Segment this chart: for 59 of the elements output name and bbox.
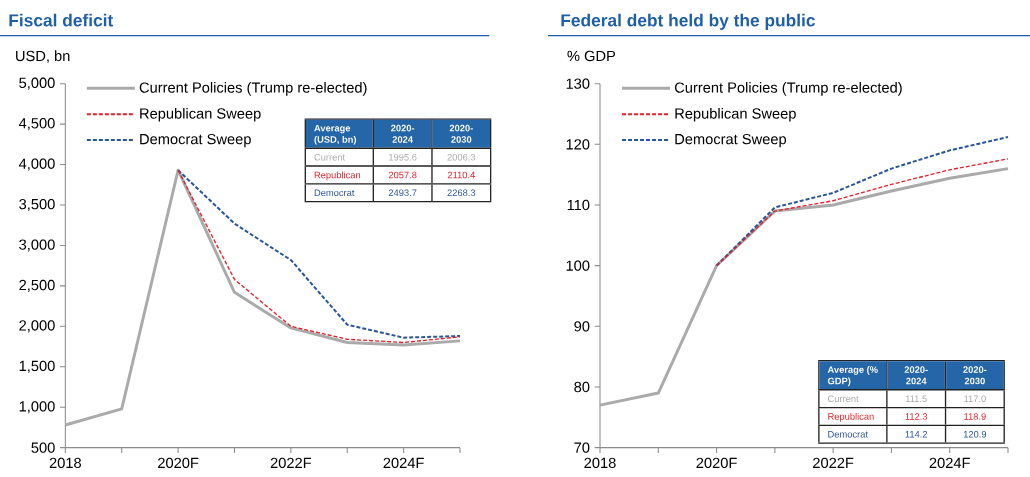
annotation: 120.9 [963,430,987,438]
x-tick-label: 2020F [696,457,737,469]
y-tick-label: 3,500 [19,198,55,212]
y-tick-label: 3,000 [19,239,55,252]
y-tick-label: 80 [574,381,590,393]
y-tick-label: 100 [566,260,590,271]
x-tick-label: 2024F [383,457,424,469]
annotation: Republican [828,412,874,422]
legend-label: Current Policies (Trump re-elected) [139,81,367,96]
y-tick-label: 1,000 [19,401,55,414]
annotation: 111.5 [905,395,927,403]
x-tick-label: 2022F [813,457,854,469]
legend-label: Current Policies (Trump re-elected) [674,81,902,96]
annotation: 2020-2030 [963,366,987,385]
y-tick-label: 130 [566,78,590,89]
x-tick-label: 2022F [270,457,312,469]
annotation: Average (USD, bn) [314,124,357,145]
legend-label: Democrat Sweep [140,133,251,148]
x-tick-label: 2018 [49,457,81,469]
legend-label: Democrat Sweep [675,133,787,148]
y-tick-label: 90 [574,321,590,332]
annotation: 2493.7 [388,189,417,197]
annotation: 112.3 [905,413,928,420]
x-tick-label: 2018 [584,457,616,469]
annotation: 2020-2024 [904,366,928,385]
annotation: 2020-2030 [449,124,473,143]
y-tick-label: 500 [31,442,55,453]
annotation: Average (% GDP) [827,366,878,387]
annotation: 2057.8 [388,171,417,179]
legend-label: Republican Sweep [140,107,261,122]
chart-title: Federal debt held by the public [561,13,815,30]
y-tick-label: 4,000 [18,158,55,171]
y-tick-label: 120 [566,139,590,150]
annotation: Democrat [314,189,355,197]
annotation: 2110.4 [447,171,475,179]
annotation: 2268.3 [447,189,476,197]
annotation: Current [314,153,346,161]
annotation: 117.0 [964,395,986,403]
y-axis-title: % GDP [567,50,616,62]
annotation: 114.2 [905,430,928,438]
y-tick-label: 4,500 [18,118,55,131]
annotation: 1995.6 [389,153,417,161]
annotation: Current [828,395,859,403]
annotation: Republican [314,171,361,181]
annotation: 118.9 [964,413,986,420]
y-tick-label: 110 [567,199,590,211]
annotation: Democrat [828,431,868,438]
y-tick-label: 2,500 [19,279,55,292]
y-axis-title: USD, bn [16,50,70,63]
annotation: 2006.3 [447,153,476,161]
y-tick-label: 2,000 [19,320,55,333]
y-tick-label: 1,500 [19,360,55,373]
y-tick-label: 5,000 [19,77,55,90]
annotation: 2020-2024 [391,124,415,143]
x-tick-label: 2020F [158,457,199,469]
x-tick-label: 2024F [929,457,970,469]
y-tick-label: 70 [574,442,590,453]
legend-label: Republican Sweep [675,107,796,122]
chart-title: Fiscal deficit [9,13,114,27]
